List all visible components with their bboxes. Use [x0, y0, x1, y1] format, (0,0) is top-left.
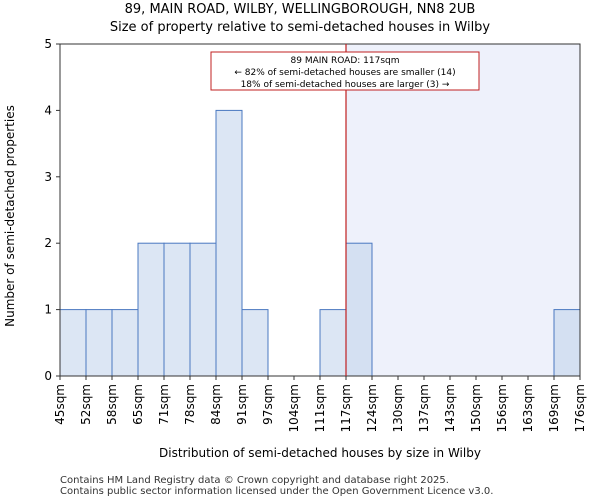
- annotation-text: 18% of semi-detached houses are larger (…: [241, 80, 450, 90]
- footer-line-2: Contains public sector information licen…: [60, 486, 493, 497]
- annotation-text: 89 MAIN ROAD: 117sqm: [291, 56, 400, 66]
- y-tick-label: 3: [44, 170, 52, 184]
- x-tick-label: 143sqm: [443, 384, 457, 432]
- y-tick-label: 0: [44, 369, 52, 383]
- bar: [163, 242, 191, 377]
- x-tick-label: 45sqm: [53, 384, 67, 425]
- x-tick-label: 71sqm: [157, 384, 171, 425]
- x-tick-label: 91sqm: [235, 384, 249, 425]
- y-tick-label: 5: [44, 37, 52, 51]
- x-tick-label: 169sqm: [547, 384, 561, 432]
- bar: [319, 309, 347, 377]
- x-tick-label: 137sqm: [417, 384, 431, 432]
- larger-region-shade: [346, 44, 580, 376]
- x-axis-label: Distribution of semi-detached houses by …: [159, 446, 481, 460]
- x-tick-label: 111sqm: [313, 384, 327, 432]
- x-tick-label: 124sqm: [365, 384, 379, 432]
- chart-subtitle: Size of property relative to semi-detach…: [110, 20, 491, 35]
- x-tick-label: 65sqm: [131, 384, 145, 425]
- chart-title: 89, MAIN ROAD, WILBY, WELLINGBOROUGH, NN…: [125, 2, 476, 17]
- x-tick-label: 156sqm: [495, 384, 509, 432]
- y-tick-label: 2: [44, 236, 52, 250]
- bar: [189, 242, 217, 377]
- x-tick-label: 78sqm: [183, 384, 197, 425]
- y-tick-label: 4: [44, 103, 52, 117]
- x-tick-label: 58sqm: [105, 384, 119, 425]
- x-tick-label: 84sqm: [209, 384, 223, 425]
- annotation-box: [210, 51, 480, 91]
- x-tick-label: 163sqm: [521, 384, 535, 432]
- y-axis-label: Number of semi-detached properties: [3, 105, 17, 327]
- bar: [241, 309, 269, 377]
- annotation-text: ← 82% of semi-detached houses are smalle…: [234, 68, 455, 78]
- x-tick-label: 97sqm: [261, 384, 275, 425]
- bar: [553, 309, 581, 377]
- x-tick-label: 130sqm: [391, 384, 405, 432]
- bar: [137, 242, 165, 377]
- x-tick-label: 176sqm: [573, 384, 587, 432]
- x-tick-label: 117sqm: [339, 384, 353, 432]
- bar: [59, 309, 87, 377]
- x-tick-label: 104sqm: [287, 384, 301, 432]
- x-tick-label: 150sqm: [469, 384, 483, 432]
- x-tick-label: 52sqm: [79, 384, 93, 425]
- footer-line-1: Contains HM Land Registry data © Crown c…: [60, 475, 449, 486]
- y-tick-label: 1: [44, 303, 52, 317]
- bar: [85, 309, 113, 377]
- bar: [111, 309, 139, 377]
- plot-area: 0 1 2 3 4 5 45sqm 52sqm 58sqm 65sqm 71sqm 78sqm 84sq…: [44, 37, 587, 432]
- bar: [215, 109, 243, 377]
- bar: [345, 242, 373, 377]
